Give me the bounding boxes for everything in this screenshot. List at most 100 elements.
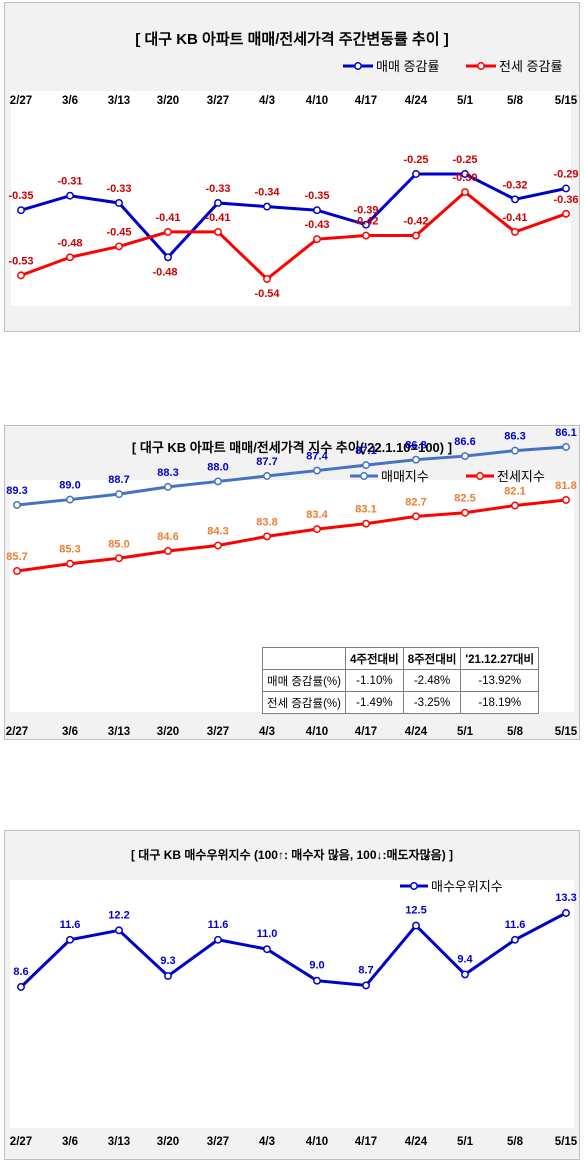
data-point [164,227,172,236]
legend-label: 전세지수 [497,469,545,484]
data-point [362,981,370,990]
data-point [461,170,469,178]
data-point [214,541,222,550]
data-label: -0.35 [304,190,329,202]
data-label: 83.1 [355,504,376,516]
data-label: -0.25 [452,154,477,166]
data-label: 88.3 [157,467,178,479]
data-point [115,554,123,563]
data-point [511,195,519,204]
chart2-title: [ 대구 KB 아파트 매매/전세가격 지수 추이('22.1.10=100) … [131,440,453,455]
x-tick-label: 3/13 [108,726,130,738]
table-cell: -2.48% [402,669,462,692]
data-point [214,199,222,207]
data-point [412,455,420,464]
data-label: -0.54 [254,288,280,300]
data-label: 8.7 [358,964,373,976]
x-tick-label: 5/1 [457,95,474,107]
series-line [16,498,567,573]
x-tick-label: 3/20 [157,726,179,738]
data-label: 83.8 [256,516,277,528]
x-tick-label: 4/24 [405,95,428,107]
data-label: -0.31 [57,176,82,188]
data-point [313,206,321,215]
data-point [412,231,420,240]
data-label: -0.42 [353,216,378,228]
x-tick-label: 3/13 [108,95,130,107]
data-label: 9.3 [160,955,175,967]
x-tick-label: 5/8 [507,95,524,107]
x-tick-label: 3/27 [207,95,229,107]
table-header-row: 4주전대비 8주전대비 '21.12.27대비 [262,647,540,670]
data-point [461,970,469,979]
chart1-title: [ 대구 KB 아파트 매매/전세가격 주간변동률 추이 ] [135,31,449,48]
legend-label: 매수우위지수 [431,879,503,894]
data-point [263,275,271,283]
x-tick-label: 4/10 [306,95,328,107]
data-label: -0.25 [403,154,428,166]
table-row: 전세 증감률(%) -1.49% -3.25% -18.19% [262,691,540,714]
x-tick-label: 4/17 [355,1136,377,1148]
x-tick-label: 3/27 [207,726,229,738]
data-label: -0.48 [57,237,82,249]
data-point [115,242,123,251]
data-label: 12.5 [405,905,426,917]
data-point [412,512,420,521]
data-point [362,220,370,229]
data-point [562,209,570,218]
legend-label: 매매지수 [381,469,429,484]
data-label: 85.3 [59,544,80,556]
weekly-change-chart-panel [4,2,580,332]
table-cell: 매매 증감률(%) [262,669,346,692]
legend-marker [476,472,484,480]
data-label: 9.0 [309,960,324,972]
data-label: 83.4 [306,509,328,521]
x-tick-label: 3/6 [62,726,78,738]
data-point [461,452,469,461]
data-point [214,935,222,944]
data-point [511,446,519,455]
data-label: 89.0 [59,480,80,492]
data-point [66,559,74,568]
data-label: -0.35 [8,190,33,202]
x-tick-label: 4/10 [306,726,328,738]
data-point [214,227,222,236]
data-point [66,253,74,262]
data-point [263,472,271,480]
data-point [313,976,321,985]
data-point [313,466,321,475]
x-tick-label: 3/13 [108,1136,130,1148]
data-label: -0.39 [353,205,378,217]
data-point [362,231,370,240]
data-label: 82.1 [504,485,525,497]
data-point [164,547,172,555]
x-tick-label: 3/6 [62,95,78,107]
x-tick-label: 4/3 [259,95,275,107]
data-point [412,170,420,178]
data-label: 88.0 [207,461,228,473]
x-tick-label: 2/27 [10,1136,32,1148]
data-label: -0.45 [106,226,131,238]
x-tick-label: 5/8 [507,1136,524,1148]
data-point [362,461,370,470]
data-label: 85.0 [108,538,129,550]
data-point [562,443,570,451]
data-label: -0.41 [155,212,180,224]
data-point [164,482,172,491]
buyer-index-plot-area [10,880,574,1128]
data-label: 87.4 [306,451,328,463]
table-header-cell: 4주전대비 [344,647,404,670]
legend-marker [477,62,485,70]
data-label: -0.36 [553,194,578,206]
data-point [461,508,469,517]
data-point [562,184,570,193]
data-point [214,477,222,486]
data-label: 87.1 [355,445,376,457]
data-label: 9.4 [457,953,473,965]
data-point [164,972,172,980]
data-label: -0.33 [106,183,131,195]
x-tick-label: 4/24 [405,1136,428,1148]
data-point [461,188,469,197]
series-line [20,190,567,281]
